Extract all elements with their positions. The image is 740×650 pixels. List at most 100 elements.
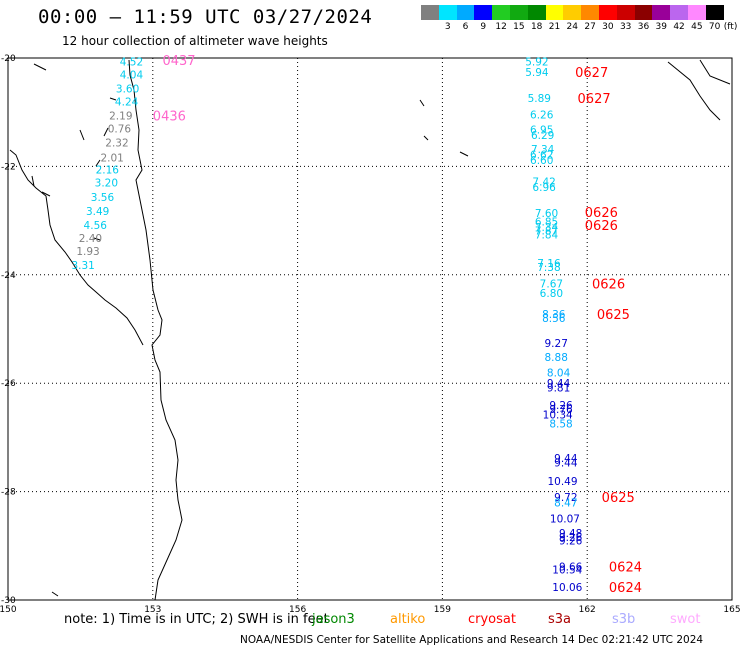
- coastline-australia: [9, 59, 183, 601]
- wave-height-value: 9.27: [545, 338, 568, 350]
- x-tick-label: 165: [723, 605, 740, 615]
- plot-frame: [7, 57, 733, 601]
- satellite-label: swot: [670, 612, 701, 627]
- legend-tick-label: 24: [566, 22, 578, 32]
- wave-height-value: 6.62: [530, 149, 553, 161]
- legend-swatch: [456, 5, 475, 20]
- legend-swatch: [705, 5, 724, 20]
- wave-height-value: 6.95: [530, 125, 553, 137]
- wave-height-value: 7.42: [532, 177, 555, 189]
- chart-subtitle: 12 hour collection of altimeter wave hei…: [62, 34, 328, 48]
- wave-height-value: 5.92: [525, 56, 548, 68]
- wave-height-value: 2.01: [100, 153, 123, 165]
- legend-tick-label: 27: [584, 22, 596, 32]
- wave-height-value: 3.60: [116, 83, 139, 95]
- legend-swatch: [598, 5, 617, 20]
- legend-tick-label: 3: [444, 22, 451, 32]
- wave-height-value: 8.88: [545, 352, 568, 364]
- legend-tick-label: 15: [513, 22, 525, 32]
- pass-time-label: 0624: [609, 560, 642, 575]
- y-tick-label: -20: [1, 54, 16, 64]
- legend-swatch: [509, 5, 528, 20]
- wave-height-value: 6.80: [540, 288, 563, 300]
- y-tick-label: -30: [1, 596, 16, 606]
- x-tick-label: 153: [144, 605, 161, 615]
- wave-height-value: 4.24: [115, 96, 139, 108]
- wave-height-value: 9.26: [559, 535, 583, 547]
- legend-swatch: [652, 5, 671, 20]
- wave-height-value: 9.76: [549, 404, 573, 416]
- legend-tick-label: 21: [548, 22, 561, 32]
- wave-height-value: 9.44: [554, 453, 578, 465]
- legend-swatch: [616, 5, 635, 20]
- satellite-label: cryosat: [468, 612, 516, 627]
- pass-time-label: 0626: [592, 277, 625, 292]
- wave-height-value: 2.40: [79, 233, 102, 245]
- x-tick-label: 159: [434, 605, 451, 615]
- legend-swatch: [670, 5, 688, 20]
- wave-height-value: 2.32: [105, 138, 128, 150]
- pass-time-label: 0625: [602, 491, 635, 506]
- legend-swatch: [687, 5, 706, 20]
- wave-height-value: 7.60: [535, 208, 558, 220]
- legend-tick-label: 70: [708, 22, 721, 32]
- legend-tick-label: 42: [673, 22, 685, 32]
- legend-swatch: [492, 5, 510, 20]
- wave-height-value: 3.56: [91, 192, 115, 204]
- wave-height-value: 9.26: [559, 532, 583, 544]
- wave-height-value: 5.94: [525, 67, 549, 79]
- wave-height-value: 9.44: [554, 457, 578, 469]
- coastline-islands: [31, 59, 731, 597]
- wave-height-value: 3.20: [95, 178, 118, 190]
- x-tick-label: 150: [0, 605, 17, 615]
- wave-height-value: 5.89: [528, 93, 551, 105]
- wave-height-value: 9.72: [554, 492, 577, 504]
- y-tick-label: -26: [1, 379, 16, 389]
- wave-height-value: 8.36: [542, 309, 566, 321]
- wave-height-value: 4.56: [84, 220, 108, 232]
- legend-tick-label: 45: [691, 22, 703, 32]
- wave-height-value: 6.29: [531, 130, 554, 142]
- wave-height-value: 10.06: [552, 582, 582, 594]
- x-tick-label: 162: [579, 605, 596, 615]
- wave-height-value: 7.34: [535, 222, 559, 234]
- legend-tick-label: 6: [462, 22, 469, 32]
- wave-height-value: 3.31: [71, 260, 94, 272]
- wave-height-value: 2.16: [96, 165, 120, 177]
- wave-height-value: 10.34: [543, 410, 573, 422]
- satellite-label: s3a: [548, 612, 572, 627]
- wave-height-value: 8.58: [549, 418, 572, 430]
- legend-swatch: [438, 5, 457, 20]
- pass-time-label: 0436: [153, 109, 186, 124]
- legend-tick-label: 18: [530, 22, 543, 32]
- y-tick-label: -24: [1, 271, 16, 281]
- legend-swatch: [545, 5, 564, 20]
- pass-time-label: 0437: [162, 54, 195, 69]
- chart-title: 00:00 — 11:59 UTC 03/27/2024: [38, 6, 373, 28]
- y-tick-label: -22: [1, 162, 16, 172]
- legend-tick-label: 36: [637, 22, 650, 32]
- pass-time-label: 0627: [575, 66, 608, 81]
- satellite-label: altiko: [390, 612, 426, 627]
- legend-tick-label: 39: [655, 22, 667, 32]
- wave-height-value: 6.26: [530, 109, 554, 121]
- pass-time-label: 0625: [597, 308, 630, 323]
- legend-swatch: [527, 5, 546, 20]
- wave-height-value: 10.49: [547, 476, 577, 488]
- wave-height-value: 6.85: [535, 217, 558, 229]
- wave-height-value: 9.26: [549, 400, 573, 412]
- wave-height-value: 9.44: [547, 378, 571, 390]
- legend-labels: 3 6 9 12 15 18 21 24 27 30 33 36 39 42 45 70 (ft): [421, 22, 740, 32]
- wave-height-value: 7.34: [531, 144, 555, 156]
- legend-tick-label: 9: [480, 22, 487, 32]
- wave-height-value: 7.16: [537, 258, 561, 270]
- legend-swatch: [634, 5, 653, 20]
- wave-height-value: 0.76: [108, 123, 132, 135]
- wave-height-value: 6.60: [530, 155, 553, 167]
- x-tick-label: 156: [289, 605, 306, 615]
- satellite-label: s3b: [612, 612, 636, 627]
- legend-swatch: [474, 5, 493, 20]
- wave-height-value: 10.54: [552, 565, 582, 577]
- wave-marks: 4.524.04 3.604.24 2.190.76 2.32 2.012.163.20…: [71, 54, 642, 596]
